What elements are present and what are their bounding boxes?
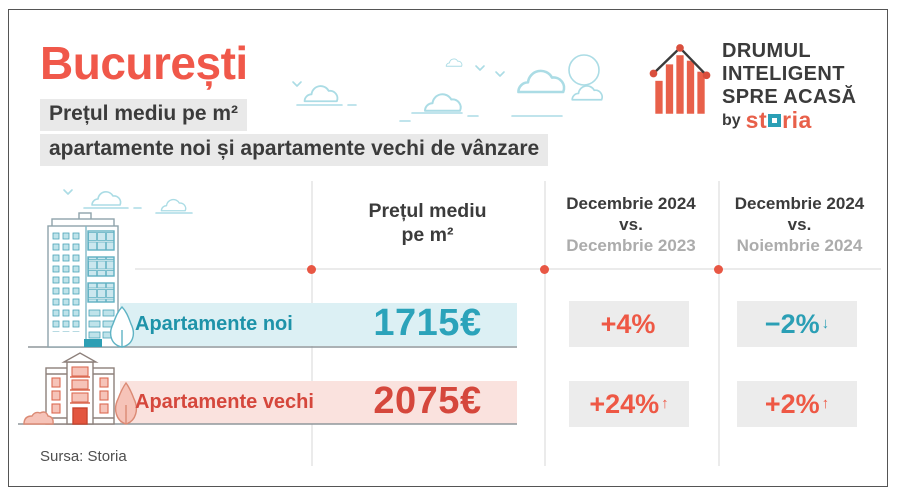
mom-change-value-new: −2% xyxy=(764,308,820,339)
row-band-old-apartments xyxy=(120,381,517,424)
divider-dot-3 xyxy=(713,264,723,274)
storia-wordmark-suffix: ria xyxy=(782,107,812,133)
yoy-change-badge-old: +24% ↑ xyxy=(569,381,689,427)
column-divider-2 xyxy=(544,181,546,466)
yoy-change-value-new: +4% xyxy=(600,308,656,339)
yoy-change-badge-new: +4% xyxy=(569,301,689,347)
row-band-new-apartments xyxy=(120,303,517,346)
column-header-price-line1: Prețul mediu xyxy=(368,200,487,222)
by-label: by xyxy=(722,111,741,129)
divider-dot-1 xyxy=(306,264,316,274)
storia-brand: by st ria xyxy=(722,107,812,134)
logo-tagline: DRUMUL INTELIGENT SPRE ACASĂ xyxy=(722,40,856,109)
storia-wordmark-prefix: st xyxy=(745,107,768,133)
logo-tagline-line2: INTELIGENT xyxy=(722,63,845,85)
column-divider-3 xyxy=(718,181,720,466)
yoy-period-reference: Decembrie 2023 xyxy=(566,236,696,255)
column-header-price-line2: pe m² xyxy=(401,224,454,246)
column-header-yoy: Decembrie 2024 vs. Decembrie 2023 xyxy=(544,193,718,256)
subtitle-chip-price: Prețul mediu pe m² xyxy=(40,99,248,131)
column-header-mom: Decembrie 2024 vs. Noiembrie 2024 xyxy=(715,193,884,256)
mom-change-badge-old: +2% ↑ xyxy=(737,381,857,427)
yoy-vs-label: vs. xyxy=(619,215,643,234)
storia-o-square-icon xyxy=(768,114,782,127)
header-divider-line xyxy=(135,268,881,270)
column-header-price: Prețul mediu pe m² xyxy=(311,199,544,247)
mom-period-current: Decembrie 2024 xyxy=(734,194,865,213)
mom-vs-label: vs. xyxy=(787,215,812,234)
source-note: Sursa: Storia xyxy=(40,448,127,465)
price-new-apartments: 1715€ xyxy=(373,302,482,344)
house-bar-chart-icon xyxy=(649,44,711,114)
subtitle-chip-scope: apartamente noi și apartamente vechi de … xyxy=(40,134,549,166)
yoy-period-current: Decembrie 2024 xyxy=(566,194,696,213)
mom-change-badge-new: −2% ↓ xyxy=(737,301,857,347)
row-label-new-apartments: Apartamente noi xyxy=(135,313,293,335)
logo-tagline-line1: DRUMUL xyxy=(722,40,812,62)
row-label-old-apartments: Apartamente vechi xyxy=(135,391,314,413)
price-old-apartments: 2075€ xyxy=(373,380,482,422)
logo-tagline-line3: SPRE ACASĂ xyxy=(722,86,857,108)
page-title: București xyxy=(40,37,248,89)
mom-change-value-old: +2% xyxy=(764,388,820,419)
yoy-change-value-old: +24% xyxy=(589,388,660,419)
divider-dot-2 xyxy=(539,264,549,274)
mom-period-reference: Noiembrie 2024 xyxy=(736,236,863,255)
frame-border xyxy=(8,9,888,487)
